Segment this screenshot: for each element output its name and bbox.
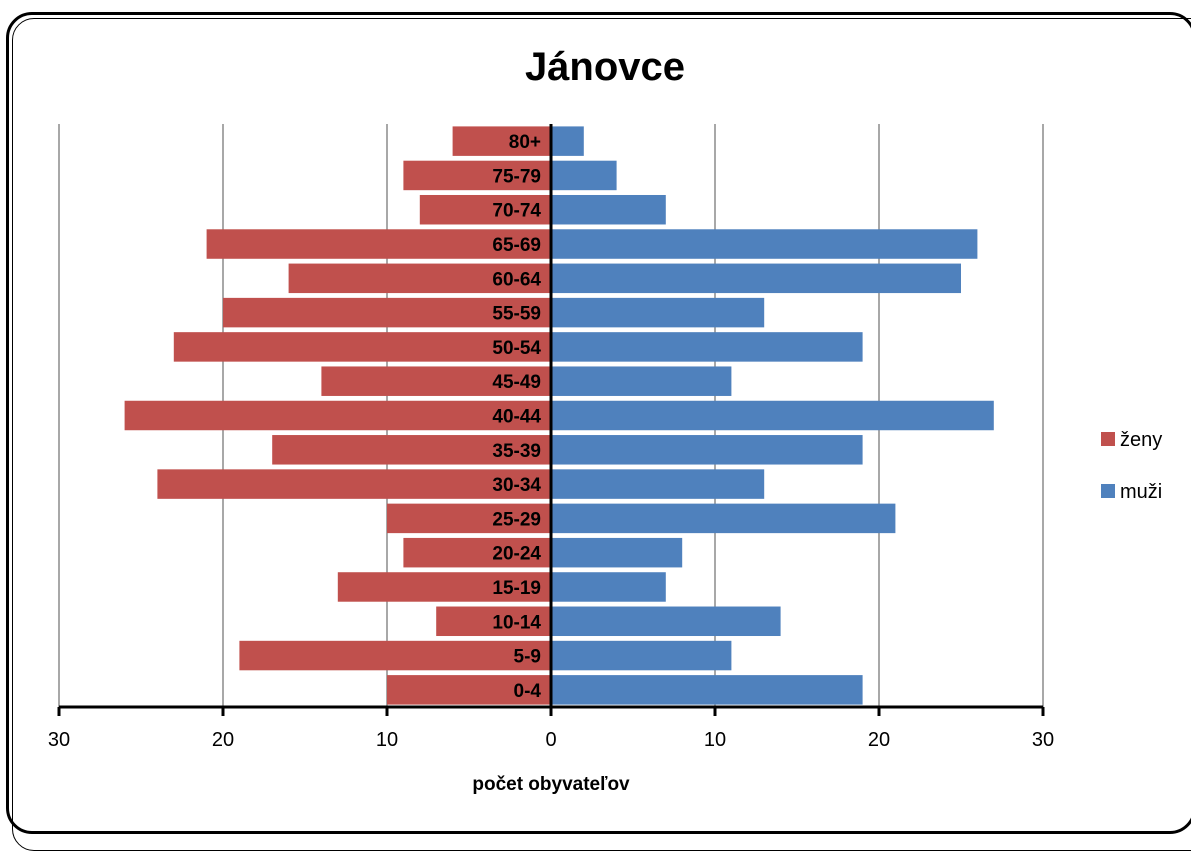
legend-label: ženy bbox=[1120, 429, 1162, 451]
category-label: 65-69 bbox=[492, 235, 541, 256]
bar-zeny-55-59 bbox=[223, 297, 551, 328]
bar-zeny-5-9 bbox=[239, 640, 551, 671]
bar-zeny-25-29 bbox=[387, 503, 551, 534]
legend-swatch bbox=[1101, 432, 1115, 446]
category-label: 75-79 bbox=[492, 166, 541, 187]
category-label: 70-74 bbox=[492, 201, 541, 222]
x-tick-label: 10 bbox=[376, 729, 398, 751]
category-label: 5-9 bbox=[514, 647, 541, 668]
category-label: 50-54 bbox=[492, 338, 541, 359]
bar-muzi-10-14 bbox=[551, 606, 781, 637]
x-tick-label: 10 bbox=[704, 729, 726, 751]
category-label: 0-4 bbox=[514, 681, 542, 702]
category-label: 45-49 bbox=[492, 372, 541, 393]
bar-muzi-80+ bbox=[551, 126, 584, 156]
bars bbox=[124, 126, 994, 705]
bar-muzi-40-44 bbox=[551, 400, 994, 431]
category-label: 25-29 bbox=[492, 509, 541, 530]
x-tick-label: 30 bbox=[48, 729, 70, 751]
x-tick-label: 20 bbox=[212, 729, 234, 751]
category-label: 55-59 bbox=[492, 304, 541, 325]
category-label: 35-39 bbox=[492, 441, 541, 462]
bar-muzi-55-59 bbox=[551, 297, 765, 328]
category-label: 20-24 bbox=[492, 544, 541, 565]
bar-muzi-25-29 bbox=[551, 503, 896, 534]
bar-muzi-15-19 bbox=[551, 572, 666, 602]
legend-label: muži bbox=[1120, 481, 1162, 503]
chart-title: Jánovce bbox=[525, 45, 685, 89]
x-tick-label: 20 bbox=[868, 729, 890, 751]
bar-zeny-45-49 bbox=[321, 366, 551, 396]
bar-muzi-65-69 bbox=[551, 229, 978, 259]
bar-muzi-60-64 bbox=[551, 263, 961, 294]
bar-zeny-35-39 bbox=[272, 435, 551, 465]
category-label: 15-19 bbox=[492, 578, 541, 599]
bar-zeny-15-19 bbox=[337, 572, 551, 602]
category-label: 60-64 bbox=[492, 269, 541, 290]
category-labels: 0-4 5-9 10-14 15-19 20-24 25-29 30-34 35-39 40-4… bbox=[492, 132, 541, 702]
category-label: 80+ bbox=[509, 132, 541, 153]
bar-zeny-0-4 bbox=[387, 675, 551, 705]
bar-zeny-65-69 bbox=[206, 229, 551, 259]
bar-muzi-70-74 bbox=[551, 194, 666, 225]
category-label: 40-44 bbox=[492, 407, 541, 428]
bar-muzi-35-39 bbox=[551, 435, 863, 465]
legend-swatch bbox=[1101, 484, 1115, 498]
legend: ženy muži bbox=[1101, 429, 1162, 503]
bar-zeny-60-64 bbox=[288, 263, 551, 294]
bar-muzi-45-49 bbox=[551, 366, 732, 396]
bar-muzi-75-79 bbox=[551, 160, 617, 191]
bar-zeny-40-44 bbox=[124, 400, 551, 431]
bar-muzi-20-24 bbox=[551, 537, 683, 568]
axes: 30 20 10 0 10 20 30 bbox=[48, 124, 1054, 751]
population-pyramid-chart: 0-4 5-9 10-14 15-19 20-24 25-29 30-34 35-39 40-4… bbox=[48, 45, 1162, 795]
bar-muzi-30-34 bbox=[551, 469, 765, 499]
x-tick-label: 0 bbox=[545, 729, 556, 751]
bar-zeny-20-24 bbox=[403, 537, 551, 568]
x-axis-title: počet obyvateľov bbox=[472, 774, 630, 795]
bar-zeny-80+ bbox=[452, 126, 551, 156]
bar-zeny-50-54 bbox=[173, 332, 552, 362]
bar-muzi-0-4 bbox=[551, 675, 863, 705]
bar-zeny-10-14 bbox=[436, 606, 551, 637]
bar-zeny-75-79 bbox=[403, 160, 551, 191]
category-label: 30-34 bbox=[492, 475, 541, 496]
bar-muzi-50-54 bbox=[551, 332, 863, 362]
category-label: 10-14 bbox=[492, 612, 541, 633]
bar-zeny-30-34 bbox=[157, 469, 551, 499]
bar-zeny-70-74 bbox=[419, 194, 551, 225]
x-tick-label: 30 bbox=[1032, 729, 1054, 751]
bar-muzi-5-9 bbox=[551, 640, 732, 671]
